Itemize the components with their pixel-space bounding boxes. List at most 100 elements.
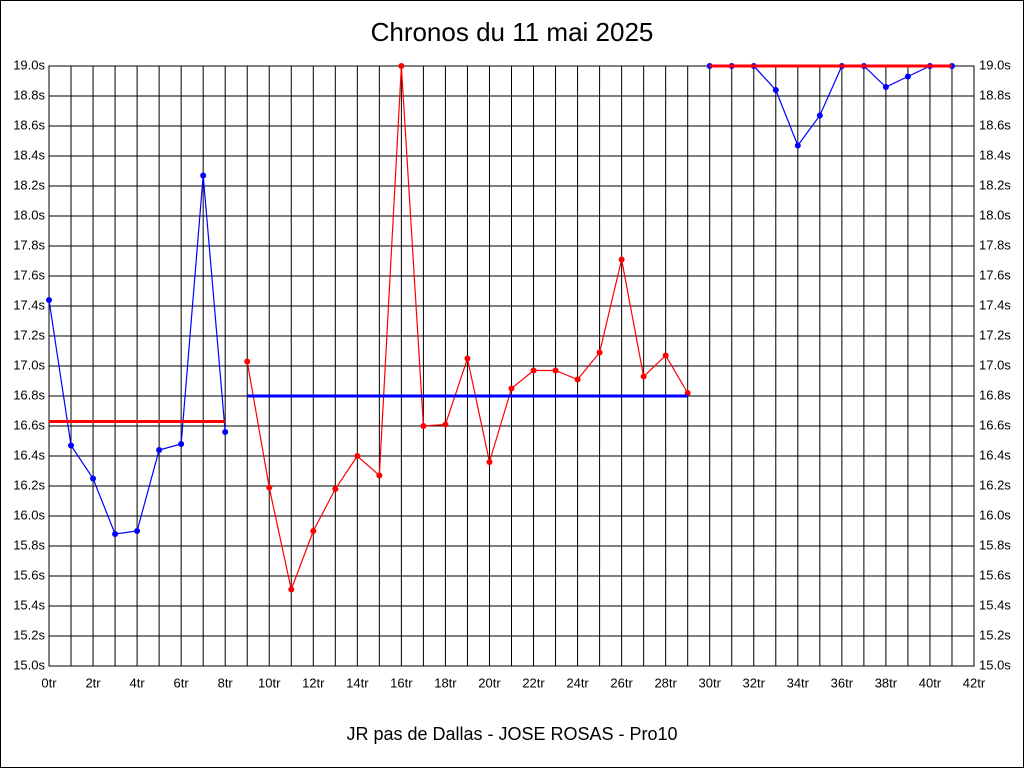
- y2-tick-label: 15.6s: [979, 567, 1011, 582]
- y2-tick-label: 16.4s: [979, 447, 1011, 462]
- x-tick-label: 20tr: [478, 675, 501, 690]
- data-point: [508, 385, 515, 392]
- x-tick-label: 24tr: [566, 675, 589, 690]
- data-point: [772, 87, 779, 93]
- data-point: [442, 421, 449, 428]
- plot-border: [48, 65, 975, 667]
- y-tick-label: 18.8s: [13, 87, 45, 102]
- y-tick-label: 16.6s: [13, 417, 45, 432]
- y2-tick-label: 18.4s: [979, 147, 1011, 162]
- data-point: [244, 358, 251, 365]
- x-tick-label: 4tr: [130, 675, 146, 690]
- x-tick-label: 42tr: [963, 675, 986, 690]
- y-tick-label: 15.0s: [13, 657, 45, 672]
- data-point: [332, 486, 339, 492]
- data-point: [68, 442, 75, 449]
- x-tick-label: 14tr: [346, 675, 369, 690]
- data-point: [486, 459, 493, 465]
- data-point: [310, 528, 317, 534]
- y2-tick-label: 18.0s: [979, 207, 1011, 222]
- y-tick-label: 17.2s: [13, 327, 45, 342]
- y2-tick-label: 18.2s: [979, 177, 1011, 192]
- data-point: [640, 373, 647, 380]
- y2-tick-label: 17.2s: [979, 327, 1011, 342]
- data-point: [376, 472, 383, 479]
- data-point: [134, 528, 141, 534]
- y2-tick-label: 15.4s: [979, 597, 1011, 612]
- y-tick-label: 18.4s: [13, 147, 45, 162]
- data-point: [354, 453, 361, 459]
- y-tick-label: 15.8s: [13, 537, 45, 552]
- y-tick-label: 18.0s: [13, 207, 45, 222]
- data-point: [618, 256, 625, 263]
- y2-tick-label: 17.4s: [979, 297, 1011, 312]
- y2-tick-label: 16.2s: [979, 477, 1011, 492]
- y2-tick-label: 16.8s: [979, 387, 1011, 402]
- x-tick-label: 8tr: [218, 675, 234, 690]
- x-tick-label: 28tr: [654, 675, 677, 690]
- data-point: [596, 349, 603, 356]
- data-point: [552, 367, 559, 374]
- y-tick-label: 16.2s: [13, 477, 45, 492]
- y-tick-label: 18.2s: [13, 177, 45, 192]
- x-tick-label: 40tr: [919, 675, 942, 690]
- x-tick-label: 36tr: [831, 675, 854, 690]
- x-tick-label: 2tr: [85, 675, 101, 690]
- y-tick-label: 15.2s: [13, 627, 45, 642]
- chart-title: Chronos du 11 mai 2025: [371, 17, 654, 47]
- y-tick-label: 18.6s: [13, 117, 45, 132]
- data-point: [90, 475, 97, 482]
- x-tick-label: 34tr: [787, 675, 810, 690]
- x-tick-label: 22tr: [522, 675, 545, 690]
- data-point: [112, 531, 119, 537]
- x-tick-label: 10tr: [258, 675, 281, 690]
- y2-tick-label: 15.8s: [979, 537, 1011, 552]
- data-point: [398, 63, 405, 69]
- y2-tick-label: 17.0s: [979, 357, 1011, 372]
- y-tick-label: 17.8s: [13, 237, 45, 252]
- y2-tick-label: 16.0s: [979, 507, 1011, 522]
- data-point: [156, 447, 163, 453]
- x-tick-label: 12tr: [302, 675, 325, 690]
- y2-tick-label: 17.8s: [979, 237, 1011, 252]
- y2-tick-label: 15.0s: [979, 657, 1011, 672]
- x-tick-label: 0tr: [41, 675, 57, 690]
- data-point: [574, 376, 581, 383]
- x-axis-label: JR pas de Dallas - JOSE ROSAS - Pro10: [346, 724, 677, 744]
- y2-tick-label: 17.6s: [979, 267, 1011, 282]
- y-tick-label: 17.0s: [13, 357, 45, 372]
- data-point: [266, 484, 273, 491]
- y-tick-label: 15.4s: [13, 597, 45, 612]
- x-tick-label: 26tr: [610, 675, 633, 690]
- data-point: [530, 367, 537, 374]
- y-tick-label: 17.4s: [13, 297, 45, 312]
- data-point: [464, 355, 471, 362]
- x-tick-label: 18tr: [434, 675, 457, 690]
- y-tick-label: 16.8s: [13, 387, 45, 402]
- y2-tick-label: 18.8s: [979, 87, 1011, 102]
- data-point: [794, 142, 801, 149]
- x-tick-label: 6tr: [174, 675, 190, 690]
- data-point: [662, 352, 669, 359]
- data-point: [882, 84, 889, 90]
- data-point: [816, 112, 823, 119]
- data-point: [178, 441, 185, 447]
- y2-tick-label: 18.6s: [979, 117, 1011, 132]
- x-tick-label: 38tr: [875, 675, 898, 690]
- y-tick-label: 17.6s: [13, 267, 45, 282]
- data-point: [420, 423, 427, 429]
- x-tick-label: 30tr: [699, 675, 722, 690]
- y2-tick-label: 19.0s: [979, 57, 1011, 72]
- x-tick-label: 32tr: [743, 675, 766, 690]
- y-tick-label: 19.0s: [13, 57, 45, 72]
- y-tick-label: 15.6s: [13, 567, 45, 582]
- y-tick-label: 16.0s: [13, 507, 45, 522]
- y2-tick-label: 15.2s: [979, 627, 1011, 642]
- x-tick-label: 16tr: [390, 675, 413, 690]
- data-point: [904, 73, 911, 80]
- data-point: [222, 429, 229, 435]
- data-point: [46, 297, 52, 303]
- data-point: [200, 172, 207, 179]
- y-tick-label: 16.4s: [13, 447, 45, 462]
